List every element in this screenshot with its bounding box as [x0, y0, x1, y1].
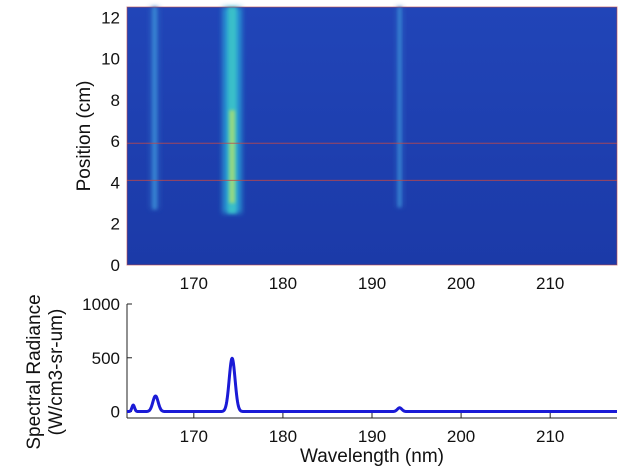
spectrum-y-tick-label: 0 — [111, 403, 120, 422]
heatmap-x-tick-label: 200 — [447, 274, 475, 293]
heatmap-panel: 0 2 4 6 8 10 12 170 180 190 200 210 Position (cm) — [74, 6, 618, 293]
heatmap-y-tick-label: 8 — [111, 91, 120, 110]
spectrum-line — [125, 356, 619, 414]
heatmap-x-tick-label: 180 — [269, 274, 297, 293]
heatmap-x-tick-label: 190 — [358, 274, 386, 293]
spectrum-x-tick-label: 200 — [447, 427, 475, 446]
spectrum-axes: 0 500 1000 170 180 190 200 210 — [82, 295, 617, 446]
spectrum-y-axis-label-units: (W/cm3-sr-um) — [46, 309, 67, 436]
heatmap-y-axis-label: Position (cm) — [74, 81, 95, 192]
heatmap-y-tick-label: 0 — [111, 256, 120, 275]
heatmap-line-core — [398, 7, 402, 208]
heatmap-y-tick-label: 10 — [101, 50, 120, 69]
heatmap-background — [127, 7, 617, 265]
heatmap-x-tick-label: 210 — [536, 274, 564, 293]
heatmap-bright-lines — [150, 7, 404, 214]
spectrum-y-tick-label: 500 — [92, 349, 120, 368]
heatmap-line-hotspot — [229, 110, 235, 204]
heatmap-y-tick-label: 12 — [101, 8, 120, 27]
heatmap-marker-lines — [127, 142, 617, 181]
spectrum-y-tick-label: 1000 — [82, 295, 120, 314]
spectrum-x-axis-label: Wavelength (nm) — [300, 446, 444, 467]
heatmap-x-tick-label: 170 — [180, 274, 208, 293]
spectrum-panel: 0 500 1000 170 180 190 200 210 Spectral Radianc… — [24, 294, 619, 467]
spectrum-x-tick-label: 190 — [358, 427, 386, 446]
spectrum-x-tick-label: 170 — [180, 427, 208, 446]
spectrum-x-tick-label: 180 — [269, 427, 297, 446]
heatmap-y-tick-label: 4 — [111, 173, 120, 192]
heatmap-y-ticks: 0 2 4 6 8 10 12 — [101, 8, 120, 275]
heatmap-x-ticks: 170 180 190 200 210 — [180, 274, 565, 293]
spectrum-y-axis-label: Spectral Radiance — [24, 294, 45, 449]
heatmap-line-core — [152, 7, 157, 210]
heatmap-y-tick-label: 6 — [111, 132, 120, 151]
heatmap-frame — [126, 6, 618, 266]
spectrum-x-tick-label: 210 — [536, 427, 564, 446]
heatmap-y-tick-label: 2 — [111, 215, 120, 234]
